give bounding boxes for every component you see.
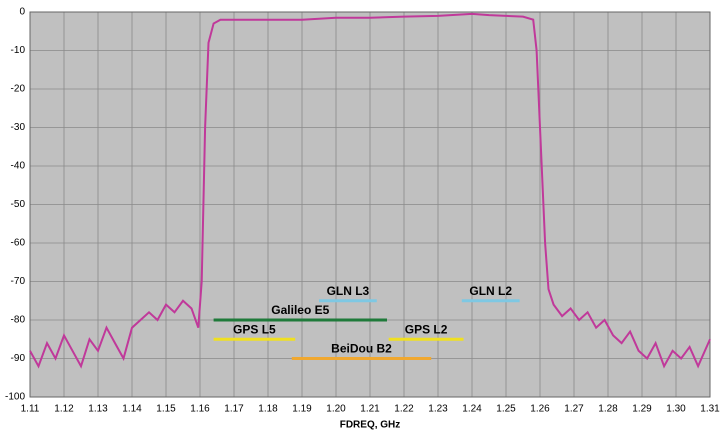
y-tick-label: -10 (11, 45, 26, 56)
y-tick-label: -80 (11, 315, 26, 326)
band-label: GLN L2 (469, 284, 512, 298)
y-tick-label: -50 (11, 199, 26, 210)
x-tick-label: 1.12 (54, 404, 74, 415)
x-tick-label: 1.19 (292, 404, 312, 415)
x-tick-label: 1.29 (632, 404, 652, 415)
band-label: GPS L2 (405, 322, 448, 336)
x-tick-label: 1.27 (564, 404, 584, 415)
x-tick-label: 1.22 (394, 404, 414, 415)
x-tick-label: 1.25 (496, 404, 516, 415)
x-tick-label: 1.26 (530, 404, 550, 415)
band-label: GLN L3 (327, 284, 370, 298)
x-tick-label: 1.15 (156, 404, 176, 415)
x-tick-label: 1.30 (666, 404, 686, 415)
y-tick-label: -40 (11, 161, 26, 172)
y-tick-label: -100 (5, 392, 25, 403)
y-tick-label: -60 (11, 238, 26, 249)
band-label: Galileo E5 (271, 303, 329, 317)
band-label: BeiDou B2 (331, 342, 392, 356)
x-tick-label: 1.16 (190, 404, 210, 415)
x-tick-label: 1.21 (360, 404, 380, 415)
x-tick-label: 1.11 (21, 404, 40, 415)
x-tick-label: 1.18 (258, 404, 278, 415)
y-tick-label: -20 (11, 84, 26, 95)
x-tick-label: 1.23 (428, 404, 448, 415)
y-tick-label: 0 (19, 7, 25, 18)
plot-border (29, 11, 711, 398)
band-label: GPS L5 (233, 322, 276, 336)
response-line (29, 12, 711, 369)
y-tick-label: -70 (11, 276, 26, 287)
x-tick-label: 1.28 (598, 404, 618, 415)
y-tick-label: -30 (11, 122, 26, 133)
y-tick-label: -90 (11, 353, 26, 364)
x-tick-label: 1.24 (462, 404, 482, 415)
x-tick-label: 1.17 (224, 404, 244, 415)
x-tick-label: 1.31 (700, 404, 720, 415)
x-tick-label: 1.13 (88, 404, 108, 415)
x-tick-label: 1.20 (326, 404, 346, 415)
x-axis-title: FDREQ, GHz (340, 420, 401, 431)
x-tick-label: 1.14 (122, 404, 142, 415)
